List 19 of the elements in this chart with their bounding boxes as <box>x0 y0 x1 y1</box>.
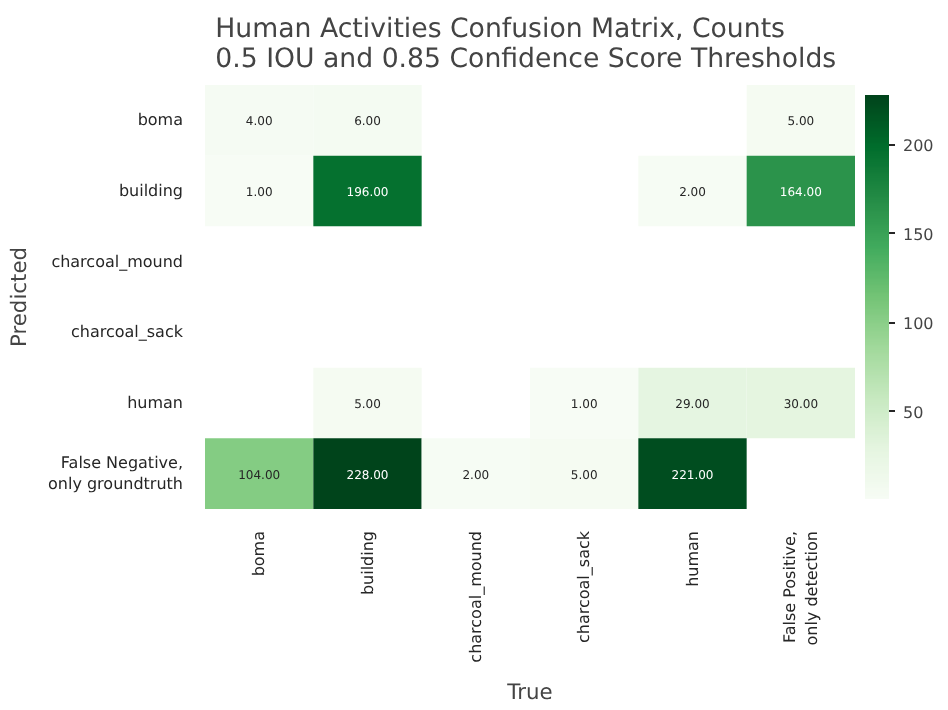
y-tick-label: charcoal_mound <box>51 252 184 271</box>
chart-title: Human Activities Confusion Matrix, Counts 0.5 IOU and 0.85 Confidence Score Thresholds <box>215 15 837 75</box>
x-tick-label: charcoal_sack <box>575 530 594 644</box>
x-tick-label: boma <box>250 530 269 577</box>
y-tick-label: False Negative, only groundtruth <box>48 453 184 494</box>
color-bar-label: 200 <box>903 136 934 155</box>
color-bar-label: 150 <box>903 225 934 244</box>
y-tick-label: human <box>127 394 183 412</box>
y-tick-label: building <box>118 182 184 200</box>
color-bar-label: 50 <box>903 403 924 422</box>
x-axis-title: True <box>505 678 553 705</box>
y-axis-title: Predicted <box>6 246 33 348</box>
y-tick-label: charcoal_sack <box>70 323 184 342</box>
x-tick-label: building <box>358 530 377 596</box>
x-tick-label: False Positive, only detection <box>781 530 821 646</box>
color-bar-label: 100 <box>903 314 934 333</box>
x-tick-label: charcoal_mound <box>466 530 485 663</box>
x-tick-label: human <box>683 531 702 587</box>
y-tick-label: boma <box>137 111 184 130</box>
